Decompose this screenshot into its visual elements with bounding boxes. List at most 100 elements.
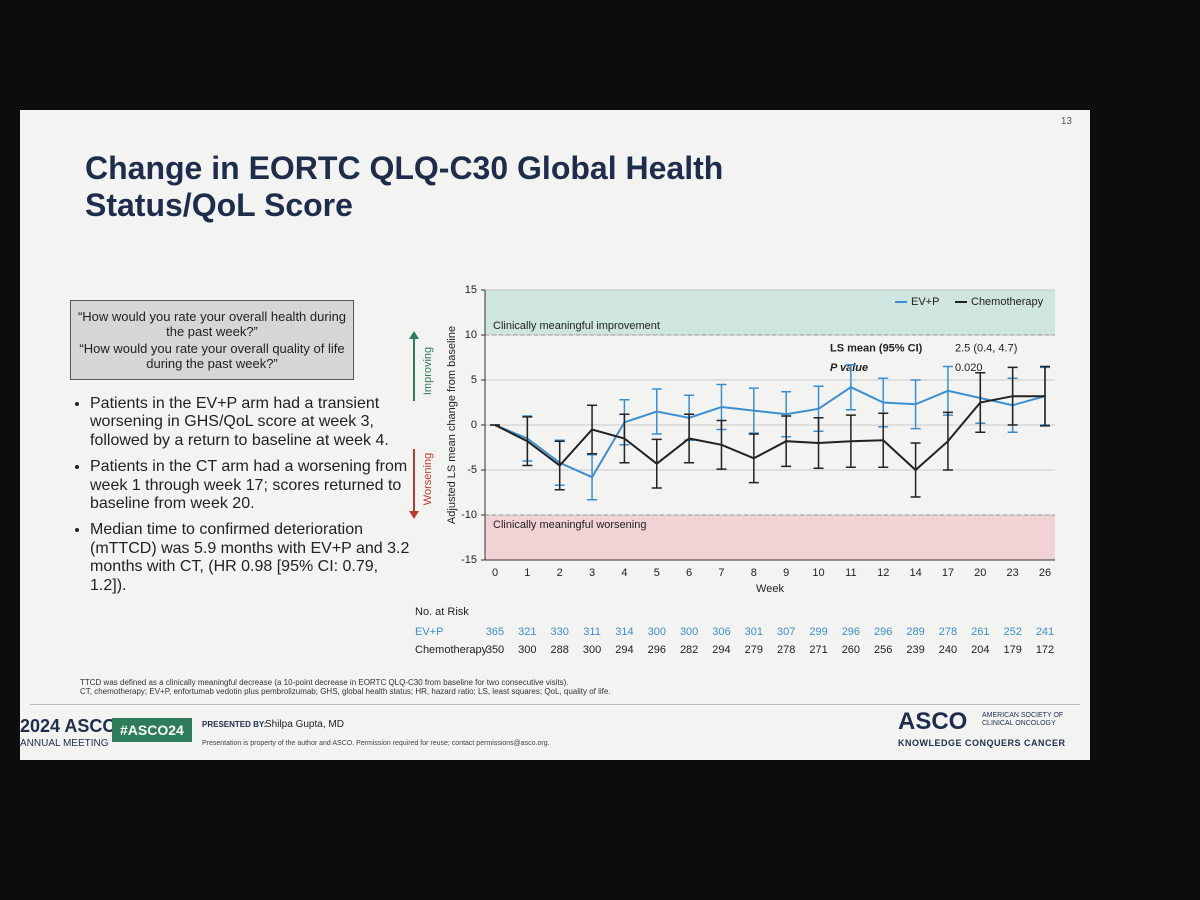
chart: Clinically meaningful improvement Clinica… [409,284,1055,656]
x-tick-label: 20 [974,567,986,579]
x-tick-label: 3 [589,567,595,579]
x-tick-label: 4 [621,567,627,579]
y-tick-label: -10 [461,509,477,521]
at-risk-value: 241 [1036,626,1054,638]
worsening-label: Worsening [422,453,434,505]
x-tick-label: 6 [686,567,692,579]
at-risk-value: 365 [486,626,504,638]
series-line [494,386,1046,479]
at-risk-value: 300 [583,644,601,656]
at-risk-value: 300 [518,644,536,656]
at-risk-value: 256 [874,644,892,656]
legend-label: Chemotherapy [971,296,1044,308]
at-risk-value: 296 [874,626,892,638]
at-risk-value: 289 [906,626,924,638]
x-tick-label: 7 [718,567,724,579]
improving-arrowhead [409,331,419,339]
y-tick-label: 10 [465,329,477,341]
at-risk-value: 307 [777,626,795,638]
property-note: Presentation is property of the author a… [202,740,550,747]
at-risk-value: 314 [615,626,633,638]
at-risk-value: 300 [680,626,698,638]
at-risk-value: 330 [551,626,569,638]
worsening-arrowhead [409,511,419,519]
question: “How would you rate your overall health … [77,309,347,339]
x-tick-label: 10 [812,567,824,579]
y-tick-label: 15 [465,284,477,296]
slide-title: Change in EORTC QLQ-C30 Global Health St… [85,150,724,223]
footnote: TTCD was defined as a clinically meaning… [80,678,569,687]
at-risk-row-label: EV+P [415,626,443,638]
at-risk-value: 350 [486,644,504,656]
at-risk-title: No. at Risk [415,606,469,618]
y-tick-label: 0 [471,419,477,431]
at-risk-value: 296 [648,644,666,656]
at-risk-row-label: Chemotherapy [415,644,488,656]
x-tick-label: 2 [557,567,563,579]
y-tick-label: 5 [471,374,477,386]
x-axis-label: Week [756,583,784,595]
x-tick-label: 0 [492,567,498,579]
stats-value: 2.5 (0.4, 4.7) [955,342,1017,354]
band-label: Clinically meaningful improvement [493,320,660,332]
tagline: KNOWLEDGE CONQUERS CANCER [898,738,1066,748]
at-risk-value: 204 [971,644,989,656]
x-tick-label: 26 [1039,567,1051,579]
stats-label: LS mean (95% CI) [830,342,923,354]
at-risk-value: 306 [712,626,730,638]
at-risk-value: 311 [583,626,601,638]
page-number: 13 [1060,116,1072,127]
series-line [494,395,1045,472]
at-risk-value: 172 [1036,644,1054,656]
at-risk-value: 300 [648,626,666,638]
y-tick-label: -5 [467,464,477,476]
hashtag: #ASCO24 [112,718,192,742]
at-risk-value: 271 [809,644,827,656]
at-risk-value: 179 [1003,644,1021,656]
worsening-band [485,515,1055,560]
x-tick-label: 9 [783,567,789,579]
x-tick-label: 17 [942,567,954,579]
bullet-list: Patients in the EV+P arm had a transient… [50,395,410,603]
at-risk-value: 240 [939,644,957,656]
at-risk-value: 294 [615,644,633,656]
presented-by-label: PRESENTED BY: [202,720,267,729]
at-risk-value: 278 [777,644,795,656]
meeting-subtitle: ANNUAL MEETING [20,738,109,749]
x-tick-label: 5 [654,567,660,579]
bullet: Patients in the CT arm had a worsening f… [90,458,410,513]
at-risk-value: 252 [1003,626,1021,638]
footer-rule [30,704,1080,705]
at-risk-value: 239 [906,644,924,656]
x-tick-label: 23 [1007,567,1019,579]
society-name: AMERICAN SOCIETY OF CLINICAL ONCOLOGY [982,712,1064,727]
band-label: Clinically meaningful worsening [493,519,646,531]
y-tick-label: -15 [461,554,477,566]
at-risk-value: 288 [551,644,569,656]
at-risk-value: 282 [680,644,698,656]
bullet: Patients in the EV+P arm had a transient… [90,395,410,450]
x-tick-label: 12 [877,567,889,579]
at-risk-value: 301 [745,626,763,638]
improvement-band [485,290,1055,335]
at-risk-value: 299 [809,626,827,638]
slide: 13 Change in EORTC QLQ-C30 Global Health… [20,110,1090,760]
at-risk-value: 278 [939,626,957,638]
y-axis-label: Adjusted LS mean change from baseline [446,326,458,524]
meeting-logo: 2024 ASCO [20,716,117,736]
x-tick-label: 14 [909,567,921,579]
stats-label: P value [830,362,868,374]
x-tick-label: 11 [845,567,856,579]
stats-value: 0.020 [955,362,983,374]
improving-label: Improving [422,347,434,395]
x-tick-label: 8 [751,567,757,579]
at-risk-value: 260 [842,644,860,656]
society-logo: ASCO [898,708,968,735]
footnote: CT, chemotherapy; EV+P, enfortumab vedot… [80,687,611,696]
bullet: Median time to confirmed deterioration (… [90,521,410,595]
legend-label: EV+P [911,296,939,308]
at-risk-value: 261 [971,626,989,638]
footnotes: TTCD was defined as a clinically meaning… [80,678,611,696]
x-tick-label: 1 [524,567,530,579]
